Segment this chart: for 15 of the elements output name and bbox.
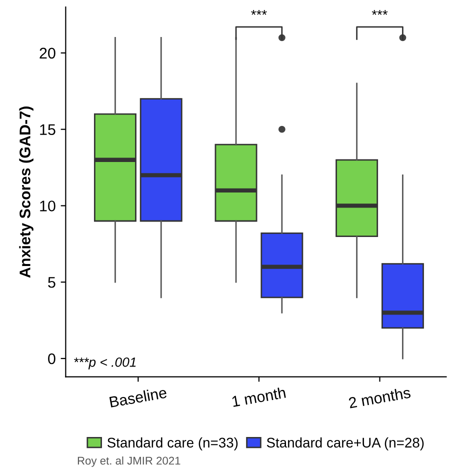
y-tick-label: 5 xyxy=(48,277,56,288)
y-tick-label: 20 xyxy=(40,48,56,59)
annotation: *** xyxy=(372,10,388,15)
legend-label: Standard care+UA (n=28) xyxy=(266,437,424,450)
x-tick-label: 2 months xyxy=(348,386,411,408)
y-tick-label: 15 xyxy=(40,124,56,136)
annotation: ***p < .001 xyxy=(74,357,136,370)
x-tick-label: Baseline xyxy=(109,386,168,408)
y-axis-title: Anxiety Scores (GAD-7) xyxy=(19,106,34,278)
x-tick-label: 1 month xyxy=(232,386,286,407)
text: Roy et. al JMIR 2021 xyxy=(78,456,180,467)
legend-label: Standard care (n=33) xyxy=(107,437,238,450)
annotation: *** xyxy=(251,10,267,15)
y-tick-label: 0 xyxy=(48,353,56,364)
y-tick-label: 10 xyxy=(40,200,56,212)
